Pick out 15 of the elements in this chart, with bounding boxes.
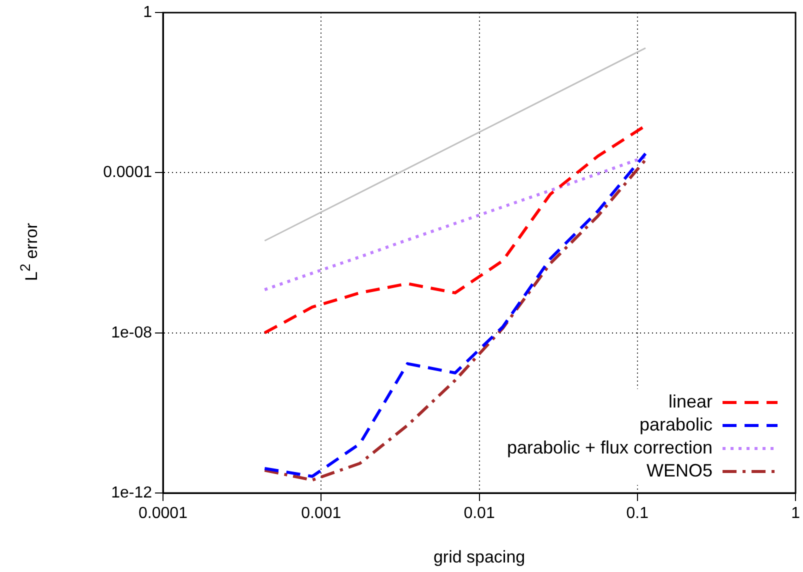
y-tick-label: 1e-12	[111, 484, 152, 502]
legend-label: parabolic + flux correction	[506, 437, 713, 458]
legend-label: WENO5	[646, 460, 713, 480]
x-axis-title: grid spacing	[433, 547, 526, 566]
x-tick-label: 0.1	[626, 505, 649, 522]
x-tick-label: 0.0001	[138, 505, 188, 522]
y-tick-label: 0.0001	[103, 164, 152, 182]
legend-label: parabolic	[640, 414, 713, 434]
x-tick-label: 1	[791, 505, 800, 522]
line-series	[263, 155, 647, 292]
legend-label: linear	[668, 391, 713, 412]
x-tick-label: 0.001	[301, 505, 342, 522]
y-tick-label: 1	[143, 4, 152, 22]
x-tick-label: 0.01	[464, 505, 495, 522]
y-tick-label: 1e-08	[111, 324, 152, 342]
